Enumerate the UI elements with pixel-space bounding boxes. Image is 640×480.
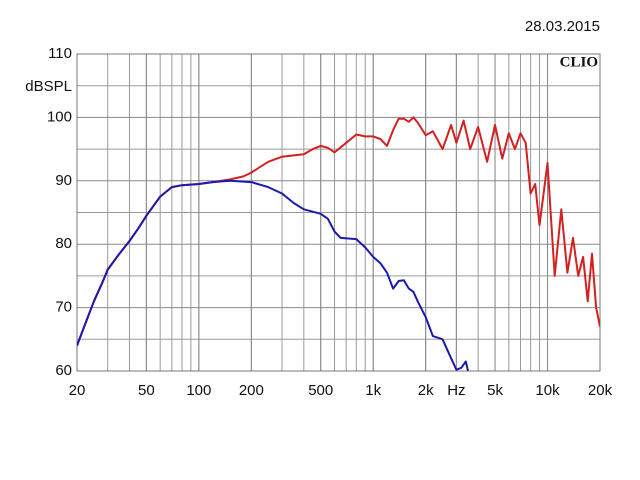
- x-tick-label: 5k: [487, 382, 503, 399]
- date: 28.03.2015: [525, 18, 600, 35]
- y-tick-label: 110: [48, 45, 72, 62]
- x-tick-label: Hz: [447, 382, 465, 399]
- x-tick-label: 500: [308, 382, 333, 399]
- y-tick-label: 70: [55, 299, 72, 316]
- y-tick-label: 100: [47, 108, 72, 125]
- series-line: [77, 179, 469, 371]
- y-axis-label: dBSPL: [25, 78, 72, 95]
- y-tick-label: 60: [55, 362, 72, 379]
- x-tick-label: 200: [239, 382, 264, 399]
- plot-border: [76, 53, 601, 372]
- annotation: CLIO: [560, 54, 598, 70]
- x-tick-label: 1k: [365, 382, 381, 399]
- y-tick-label: 90: [55, 172, 72, 189]
- x-tick-label: 50: [138, 382, 155, 399]
- x-tick-label: 20: [69, 382, 86, 399]
- x-tick-label: 100: [186, 382, 211, 399]
- y-tick-label: 80: [55, 235, 72, 252]
- x-tick-label: 10k: [535, 382, 560, 399]
- x-tick-label: 20k: [588, 382, 613, 399]
- x-tick-label: 2k: [418, 382, 434, 399]
